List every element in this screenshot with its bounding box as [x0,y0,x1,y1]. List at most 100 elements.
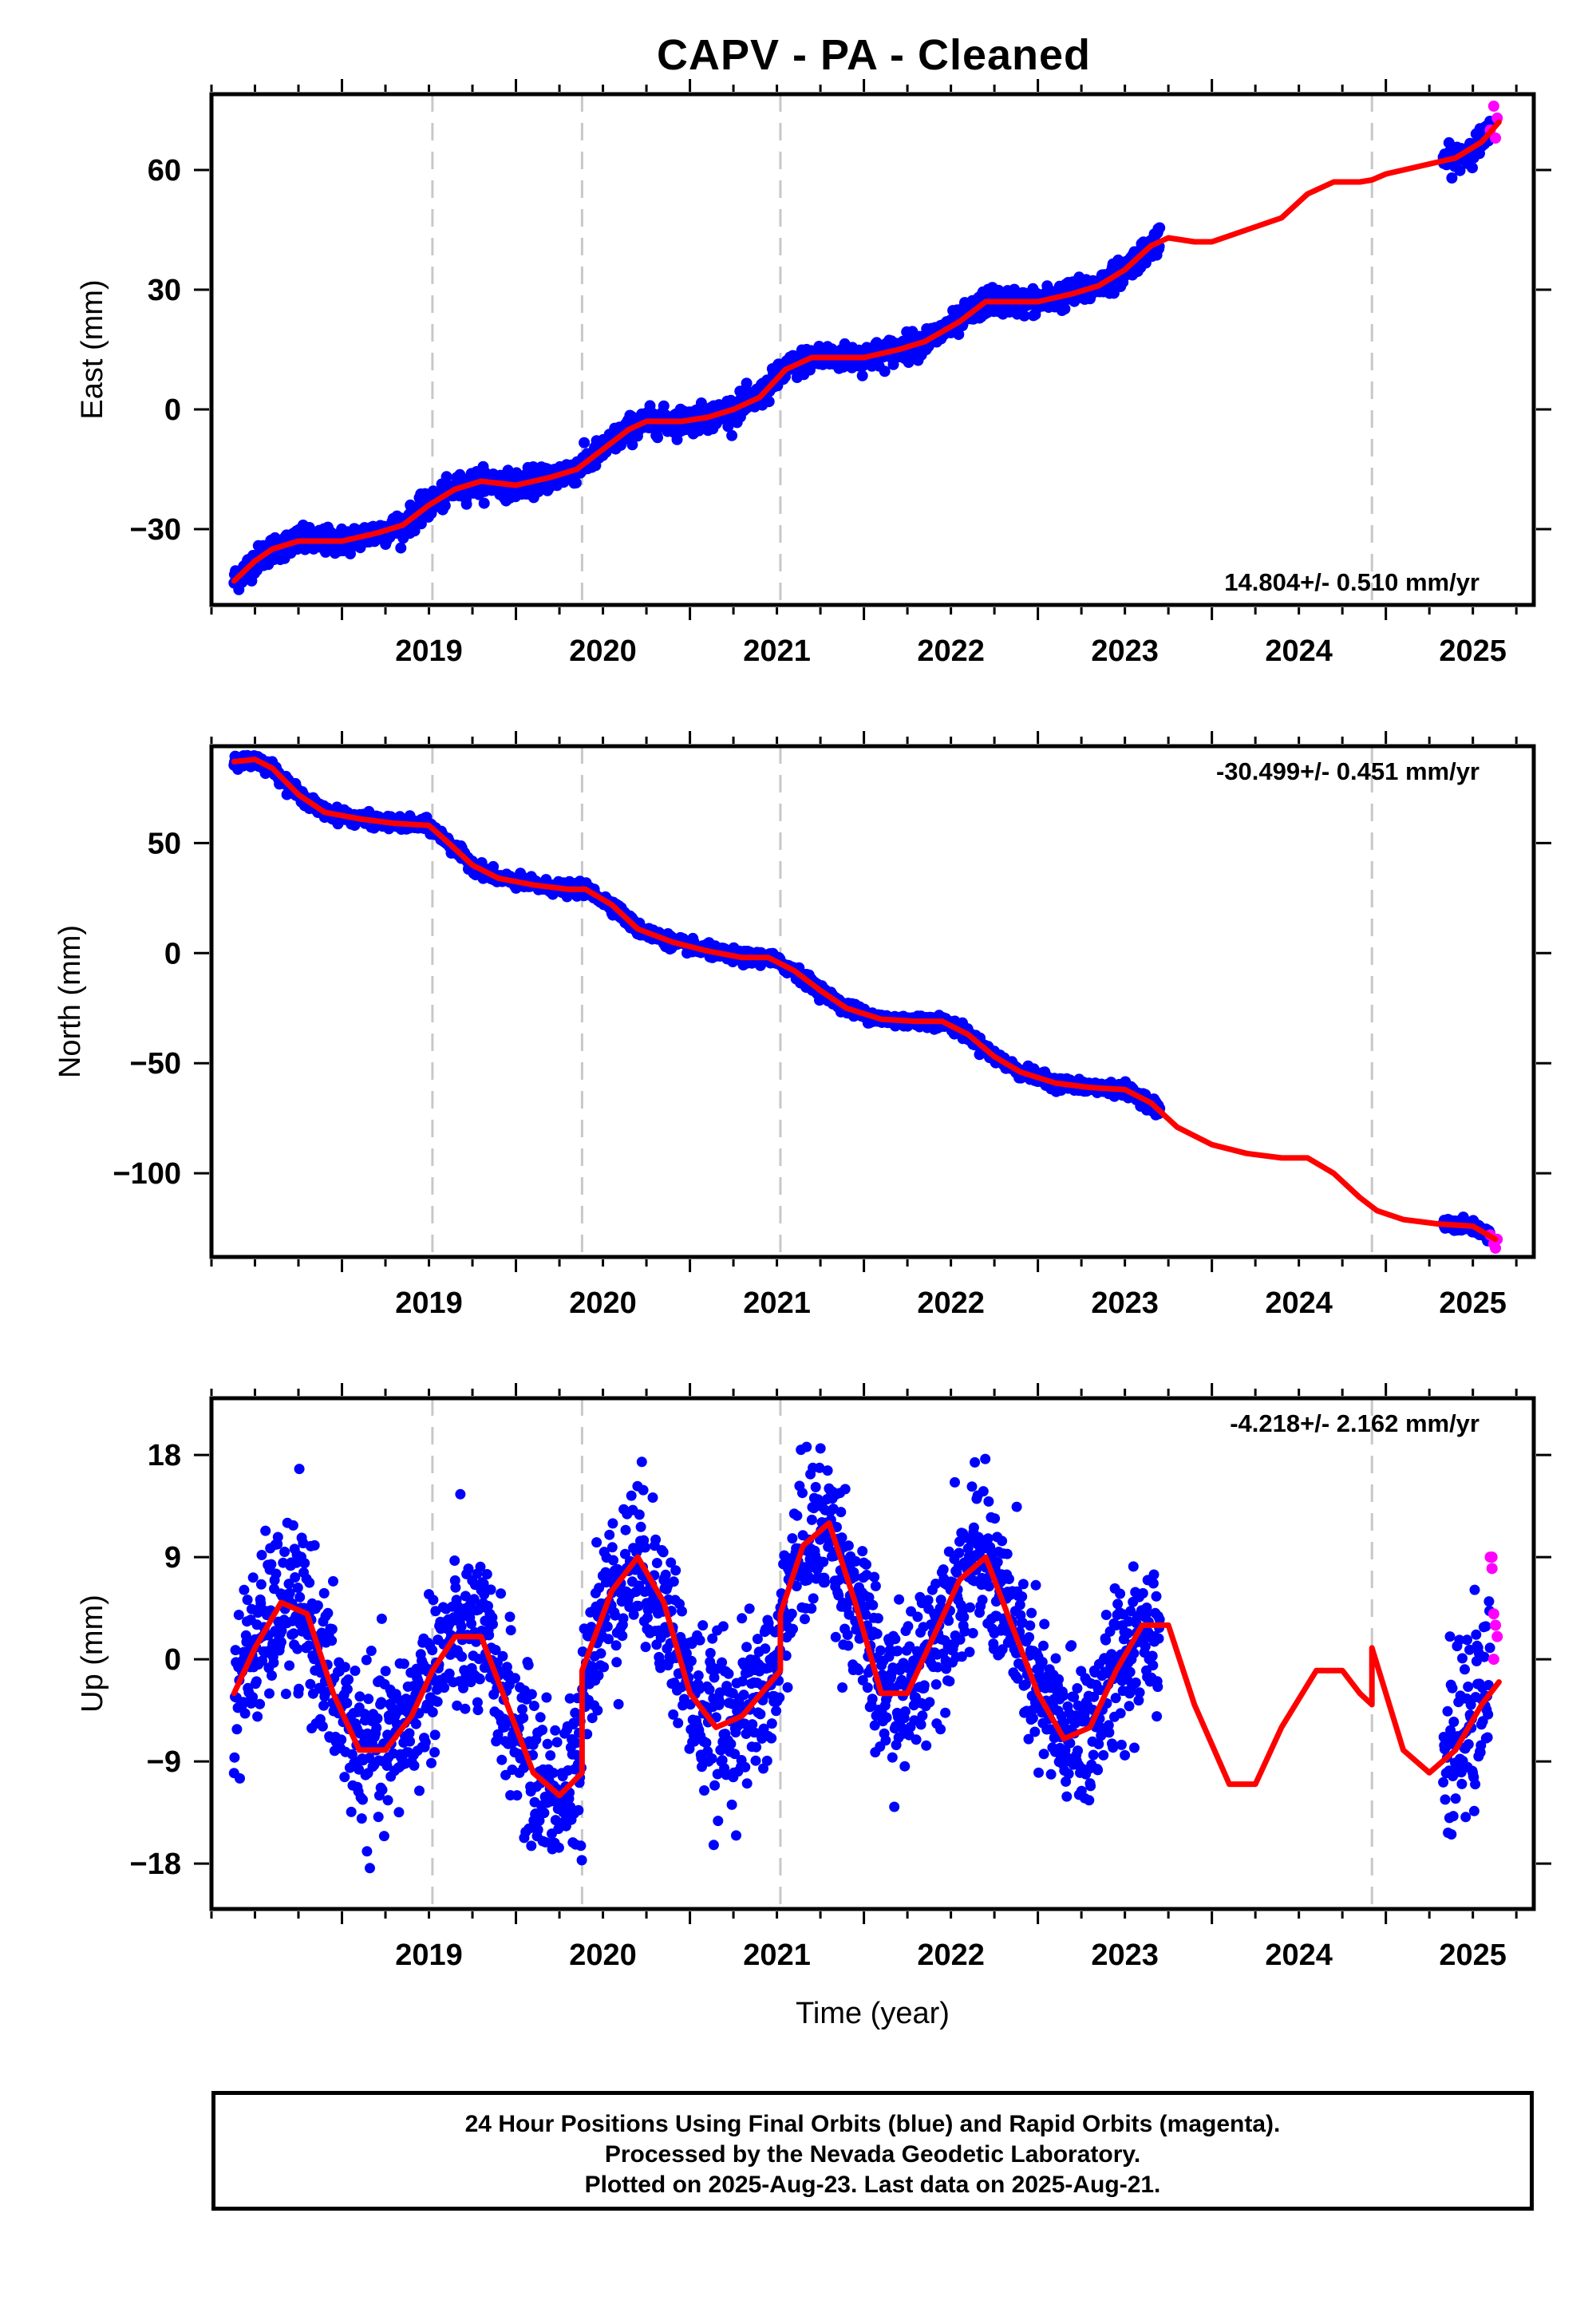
final-orbit-point [294,1683,304,1694]
final-orbit-point [309,1539,320,1551]
x-tick-label: 2025 [1439,1286,1507,1320]
up-panel: 2019 2020 2021 2022 2023 2024 2025−18−90918Up … [76,1383,1551,2030]
final-orbit-point [603,1634,614,1645]
final-orbit-point [587,1713,598,1724]
final-orbit-point [617,1630,628,1642]
final-orbit-point [271,1568,282,1579]
final-orbit-point [247,1572,259,1583]
plot-frame [209,744,1536,1259]
final-orbit-point [458,1682,468,1694]
final-orbit-point [468,1594,480,1605]
y-tick-label: 0 [164,937,181,970]
final-orbit-point [430,1606,441,1617]
final-orbit-point [343,1674,354,1685]
final-orbit-point [284,1660,295,1671]
final-orbit-point [266,1559,277,1570]
final-orbit-point [1467,162,1478,174]
page-title: CAPV - PA - Cleaned [656,31,1092,79]
y-tick-label: −50 [130,1047,181,1081]
final-orbit-point [741,377,753,389]
final-orbit-point [598,1662,610,1673]
final-orbit-point [615,439,626,451]
final-orbit-point [591,1537,602,1548]
x-tick-label: 2021 [743,1286,811,1320]
final-orbit-point [478,1579,489,1589]
final-orbit-point [444,1668,455,1679]
final-orbit-point [604,1529,615,1540]
final-orbit-point [365,1646,377,1656]
final-orbit-point [763,396,775,408]
final-orbit-point [317,1721,328,1732]
final-orbit-point [726,429,738,441]
y-tick-label: 50 [148,827,181,860]
final-orbit-point [579,437,591,449]
rapid-orbit-point [1487,101,1499,112]
final-orbit-point [409,1760,420,1771]
final-orbit-point [550,1725,561,1736]
final-orbit-point [272,1531,283,1543]
final-orbit-point [517,1704,527,1715]
final-orbit-point [575,1840,587,1852]
final-orbit-point [504,1611,516,1622]
x-tick-label: 2020 [569,1286,637,1320]
final-orbit-point [593,1670,604,1681]
final-orbit-point [564,1693,575,1704]
final-orbit-point [304,1577,315,1588]
final-orbit-point [305,1678,316,1690]
final-orbit-point [535,1712,546,1723]
final-orbit-point [382,1795,393,1806]
final-orbit-point [570,477,582,489]
final-orbit-point [505,1625,516,1636]
final-orbit-point [1059,303,1071,314]
final-orbit-point [290,1572,301,1583]
rate-label: 14.804+/- 0.510 mm/yr [1224,568,1479,596]
final-orbit-point [611,1657,622,1668]
final-orbit-point [856,370,868,381]
final-orbit-point [496,1588,507,1599]
final-orbit-point [339,1772,350,1783]
final-orbit-point [658,400,670,412]
final-orbit-point [695,397,707,409]
final-orbit-point [472,1705,484,1716]
final-orbit-point [393,1807,405,1818]
final-orbit-point [633,1600,644,1611]
x-tick-label: 2019 [395,1286,463,1320]
final-orbit-point [358,1794,368,1805]
final-orbit-point [427,1645,438,1656]
final-orbit-point [613,1698,624,1709]
east-panel: 2019 2020 2021 2022 2023 2024 2025−3003060East… [76,79,1551,668]
final-orbit-point [429,1729,440,1741]
final-orbit-point [606,1542,618,1553]
final-orbit-point [532,486,544,497]
final-orbit-point [553,1842,564,1853]
final-orbit-point [267,1670,277,1681]
model-line [231,757,1499,1243]
final-orbit-point [252,1711,263,1722]
final-orbit-point [279,1547,290,1557]
final-orbit-point [299,1558,310,1569]
final-orbit-point [336,1734,347,1745]
final-orbit-point [292,1583,303,1593]
final-orbit-point [592,1705,603,1716]
final-orbit-point [541,1692,552,1703]
final-orbit-point [276,1625,287,1636]
final-orbit-point [342,1697,353,1709]
final-orbit-point [439,1682,450,1694]
y-tick-label: 0 [164,393,181,427]
final-orbit-point [429,1747,440,1758]
final-orbit-point [414,1785,425,1796]
final-orbit-point [474,1674,485,1685]
final-orbit-point [328,1575,338,1587]
final-orbit-point [671,433,683,445]
final-orbit-point [372,1713,383,1724]
final-orbit-point [455,1488,466,1500]
final-orbit-point [526,1689,537,1700]
final-orbit-point [485,1584,496,1595]
y-axis-title: North (mm) [53,925,87,1078]
final-orbit-point [636,1456,647,1468]
final-orbit-point [1154,222,1166,234]
final-orbit-point [376,1697,387,1708]
final-orbit-point [456,1621,467,1632]
y-tick-label: −30 [130,513,181,547]
